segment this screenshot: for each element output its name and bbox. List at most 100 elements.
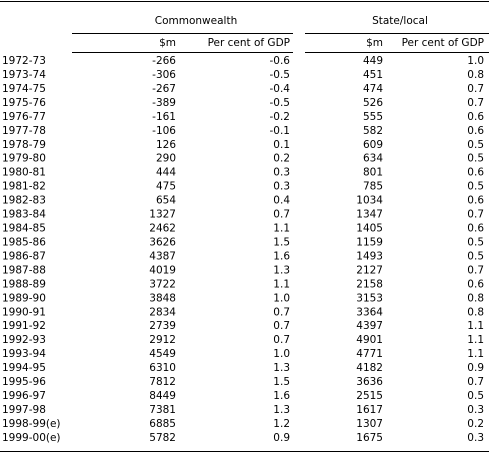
group-header: Commonwealth <box>155 15 237 27</box>
row-label: 1997-98 <box>2 404 46 416</box>
cell: 0.6 <box>467 167 484 179</box>
cell: 1.5 <box>273 236 290 248</box>
cell: 6885 <box>149 418 176 430</box>
cell: 1.6 <box>273 250 290 262</box>
column-header: Per cent of GDP <box>208 37 290 49</box>
row-label: 1978-79 <box>2 139 46 151</box>
cell: 1617 <box>356 404 383 416</box>
row-label: 1991-92 <box>2 320 46 332</box>
row-label: 1985-86 <box>2 236 46 248</box>
cell: 451 <box>363 69 383 81</box>
cell: 1.1 <box>273 223 290 235</box>
cell: 0.7 <box>273 209 290 221</box>
cell: 609 <box>363 139 383 151</box>
cell: 0.4 <box>273 195 290 207</box>
cell: 0.2 <box>273 153 290 165</box>
cell: -0.2 <box>270 111 291 123</box>
cell: -0.6 <box>270 55 291 67</box>
cell: 0.6 <box>467 125 484 137</box>
cell: 4387 <box>149 250 176 262</box>
cell: 1.1 <box>467 348 484 360</box>
cell: 0.6 <box>467 195 484 207</box>
cell: -161 <box>152 111 176 123</box>
row-label: 1977-78 <box>2 125 46 137</box>
cell: 7812 <box>149 376 176 388</box>
cell: 801 <box>363 167 383 179</box>
cell: 1405 <box>356 223 383 235</box>
cell: 1.1 <box>467 320 484 332</box>
row-label: 1976-77 <box>2 111 46 123</box>
row-label: 1986-87 <box>2 250 46 262</box>
column-header: $m <box>366 37 383 49</box>
cell: 4397 <box>356 320 383 332</box>
cell: 1.3 <box>273 404 290 416</box>
cell: 1.6 <box>273 390 290 402</box>
row-label: 1998-99(e) <box>2 418 61 430</box>
cell: -389 <box>152 97 176 109</box>
cell: 2912 <box>149 334 176 346</box>
cell: 0.7 <box>467 83 484 95</box>
cell: 1034 <box>356 195 383 207</box>
cell: 6310 <box>149 362 176 374</box>
cell: 0.7 <box>467 97 484 109</box>
row-label: 1999-00(e) <box>2 432 61 444</box>
cell: 0.9 <box>467 362 484 374</box>
cell: 1675 <box>356 432 383 444</box>
cell: 290 <box>156 153 176 165</box>
cell: 0.5 <box>467 153 484 165</box>
cell: 785 <box>363 181 383 193</box>
cell: 0.3 <box>273 167 290 179</box>
cell: 0.7 <box>467 209 484 221</box>
row-label: 1994-95 <box>2 362 46 374</box>
cell: 1.1 <box>273 278 290 290</box>
cell: 1.2 <box>273 418 290 430</box>
cell: -0.5 <box>270 69 291 81</box>
row-label: 1972-73 <box>2 55 46 67</box>
cell: 3364 <box>356 306 383 318</box>
cell: 475 <box>156 181 176 193</box>
cell: 5782 <box>149 432 176 444</box>
cell: 3636 <box>356 376 383 388</box>
row-label: 1996-97 <box>2 390 46 402</box>
row-label: 1982-83 <box>2 195 46 207</box>
cell: 0.2 <box>467 418 484 430</box>
cell: 0.5 <box>467 181 484 193</box>
cell: -267 <box>152 83 176 95</box>
row-label: 1995-96 <box>2 376 46 388</box>
cell: 2462 <box>149 223 176 235</box>
cell: 3626 <box>149 236 176 248</box>
cell: 0.7 <box>467 376 484 388</box>
row-label: 1989-90 <box>2 292 46 304</box>
cell: 1493 <box>356 250 383 262</box>
cell: 0.8 <box>467 69 484 81</box>
cell: 3153 <box>356 292 383 304</box>
cell: 2515 <box>356 390 383 402</box>
cell: 1.5 <box>273 376 290 388</box>
cell: 0.6 <box>467 278 484 290</box>
cell: 0.5 <box>467 236 484 248</box>
cell: -306 <box>152 69 176 81</box>
row-label: 1983-84 <box>2 209 46 221</box>
cell: 0.7 <box>273 320 290 332</box>
row-label: 1973-74 <box>2 69 46 81</box>
cell: 1159 <box>356 236 383 248</box>
row-label: 1987-88 <box>2 264 46 276</box>
cell: 0.7 <box>467 264 484 276</box>
row-label: 1974-75 <box>2 83 46 95</box>
cell: 7381 <box>149 404 176 416</box>
cell: 0.7 <box>273 334 290 346</box>
cell: 2739 <box>149 320 176 332</box>
row-label: 1981-82 <box>2 181 46 193</box>
cell: 0.5 <box>467 250 484 262</box>
cell: 2127 <box>356 264 383 276</box>
cell: 555 <box>363 111 383 123</box>
cell: 0.3 <box>467 404 484 416</box>
cell: 1.0 <box>273 348 290 360</box>
cell: 8449 <box>149 390 176 402</box>
cell: 4901 <box>356 334 383 346</box>
cell: -266 <box>152 55 176 67</box>
cell: 1.0 <box>467 55 484 67</box>
cell: 2158 <box>356 278 383 290</box>
